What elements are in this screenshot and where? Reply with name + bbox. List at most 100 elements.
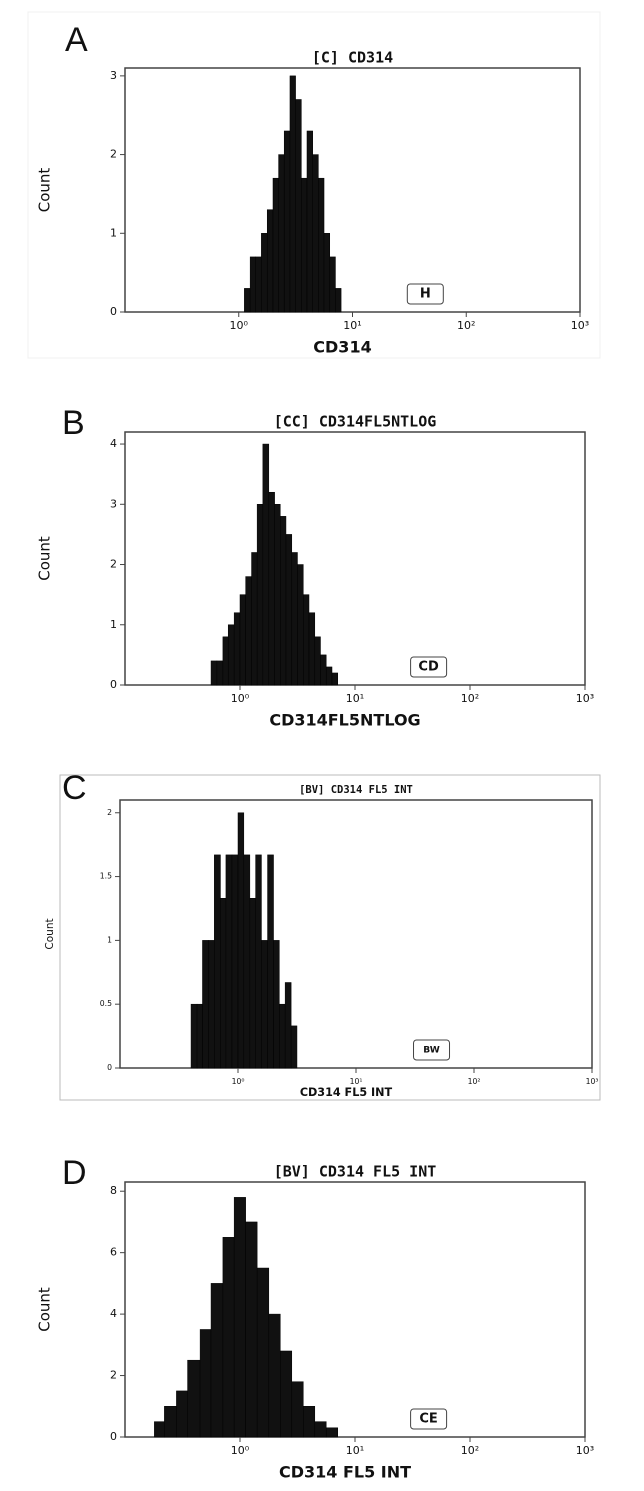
panel-label: B <box>62 404 85 442</box>
histogram-bar <box>303 594 310 686</box>
panel-label: C <box>62 769 87 807</box>
panel-frame <box>59 774 601 1101</box>
histogram-bar <box>274 504 281 686</box>
histogram-bar <box>199 1329 212 1438</box>
histogram-bar <box>164 1406 177 1438</box>
gate-box <box>406 283 444 305</box>
histogram-bar <box>255 256 262 313</box>
histogram-bar <box>249 898 256 1069</box>
plot-area <box>124 67 581 313</box>
histogram-bar <box>233 1197 246 1438</box>
x-tick-label: 10¹ <box>350 1077 363 1086</box>
histogram-bar <box>306 130 313 313</box>
histogram-bar <box>239 594 246 686</box>
y-tick-label: 0 <box>110 678 117 691</box>
histogram-bar <box>290 1025 298 1069</box>
histogram-bar <box>225 854 233 1069</box>
gate-label: CE <box>419 1412 437 1427</box>
histogram-bar <box>273 940 280 1069</box>
y-tick-label: 1 <box>110 618 117 631</box>
histogram-bar <box>323 233 331 313</box>
gate-box <box>410 1408 448 1430</box>
y-tick-label: 2 <box>110 558 117 571</box>
histogram-bar <box>216 660 224 686</box>
x-tick-label: 10¹ <box>346 1444 364 1457</box>
histogram-bar <box>272 177 279 313</box>
histogram-bar <box>256 504 264 686</box>
y-tick-label: 0 <box>110 305 117 318</box>
histogram-bar <box>312 154 319 313</box>
y-tick-label: 0.5 <box>100 999 112 1008</box>
histogram-bar <box>227 624 235 686</box>
histogram-bar <box>297 564 304 686</box>
histogram-bar <box>220 898 227 1069</box>
histogram-bar <box>249 256 256 313</box>
histogram-bar <box>279 1003 286 1069</box>
histogram-bar <box>278 154 285 313</box>
x-axis-label: CD314 FL5 INT <box>279 1463 411 1482</box>
histogram-bar <box>222 1237 235 1438</box>
x-tick-label: 10² <box>461 692 479 705</box>
chart-title: [CC] CD314FL5NTLOG <box>274 413 437 431</box>
histogram-bar <box>196 1003 203 1069</box>
histogram-bar <box>231 854 239 1069</box>
histogram-bar <box>291 1381 304 1438</box>
histogram-bar <box>251 552 258 686</box>
y-tick-label: 0 <box>107 1063 112 1072</box>
panel-frame <box>27 11 601 359</box>
histogram-bar <box>325 666 333 686</box>
x-axis-label: CD314FL5NTLOG <box>269 711 420 730</box>
y-tick-label: 2 <box>107 808 112 817</box>
y-tick-label: 1 <box>110 226 117 239</box>
histogram-bar <box>289 75 296 313</box>
histogram-bar <box>245 1221 258 1438</box>
y-tick-label: 0 <box>110 1430 117 1443</box>
gate-box <box>413 1039 451 1061</box>
histogram-bar <box>210 660 218 686</box>
histogram-bar <box>268 1313 281 1438</box>
x-tick-label: 10² <box>457 319 475 332</box>
histogram-bar <box>308 612 316 686</box>
y-axis-label: Count <box>36 536 54 581</box>
histogram-bar <box>284 982 292 1069</box>
x-tick-label: 10³ <box>576 1444 594 1457</box>
x-tick-label: 10² <box>461 1444 479 1457</box>
y-axis-label: Count <box>36 1287 54 1332</box>
histogram-bar <box>320 654 327 686</box>
x-tick-label: 10⁰ <box>231 692 250 705</box>
gate-box <box>410 656 448 678</box>
histogram-bar <box>331 672 339 686</box>
y-tick-label: 4 <box>110 1307 117 1320</box>
histogram-bar <box>267 854 274 1069</box>
histogram-bar <box>245 576 252 686</box>
y-tick-label: 3 <box>110 497 117 510</box>
histogram-bar <box>325 1427 339 1438</box>
chart-title: [BV] CD314 FL5 INT <box>299 784 413 796</box>
gate-label: BW <box>423 1046 439 1056</box>
histogram-bar <box>208 940 215 1069</box>
histogram-bar <box>243 854 251 1069</box>
x-tick-label: 10¹ <box>346 692 364 705</box>
x-tick-label: 10⁰ <box>231 1444 250 1457</box>
y-tick-label: 4 <box>110 437 117 450</box>
x-tick-label: 10¹ <box>343 319 361 332</box>
chart-title: [BV] CD314 FL5 INT <box>274 1163 437 1181</box>
histogram-bar <box>237 812 245 1069</box>
x-tick-label: 10⁰ <box>230 319 249 332</box>
histogram-bar <box>190 1003 198 1069</box>
histogram-bar <box>301 177 308 313</box>
histogram-bar <box>262 443 270 686</box>
histogram-bar <box>222 636 229 686</box>
x-axis-label: CD314 FL5 INT <box>300 1086 393 1099</box>
y-tick-label: 3 <box>110 69 117 82</box>
plot-area <box>124 431 586 686</box>
y-tick-label: 6 <box>110 1246 117 1259</box>
histogram-bar <box>154 1421 165 1438</box>
histogram-bar <box>283 130 291 313</box>
y-axis-label: Count <box>44 918 56 949</box>
histogram-bar <box>266 209 274 313</box>
histogram-bar <box>314 636 321 686</box>
panel-label: D <box>62 1154 87 1192</box>
histogram-bar <box>329 256 336 313</box>
